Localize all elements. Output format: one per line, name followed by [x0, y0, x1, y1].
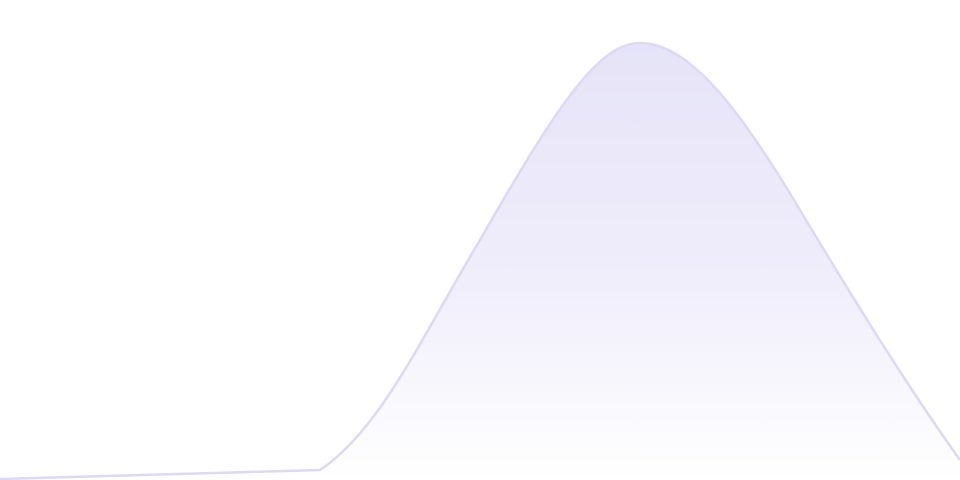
wave-outline [0, 41, 960, 480]
wave-area [0, 43, 960, 480]
